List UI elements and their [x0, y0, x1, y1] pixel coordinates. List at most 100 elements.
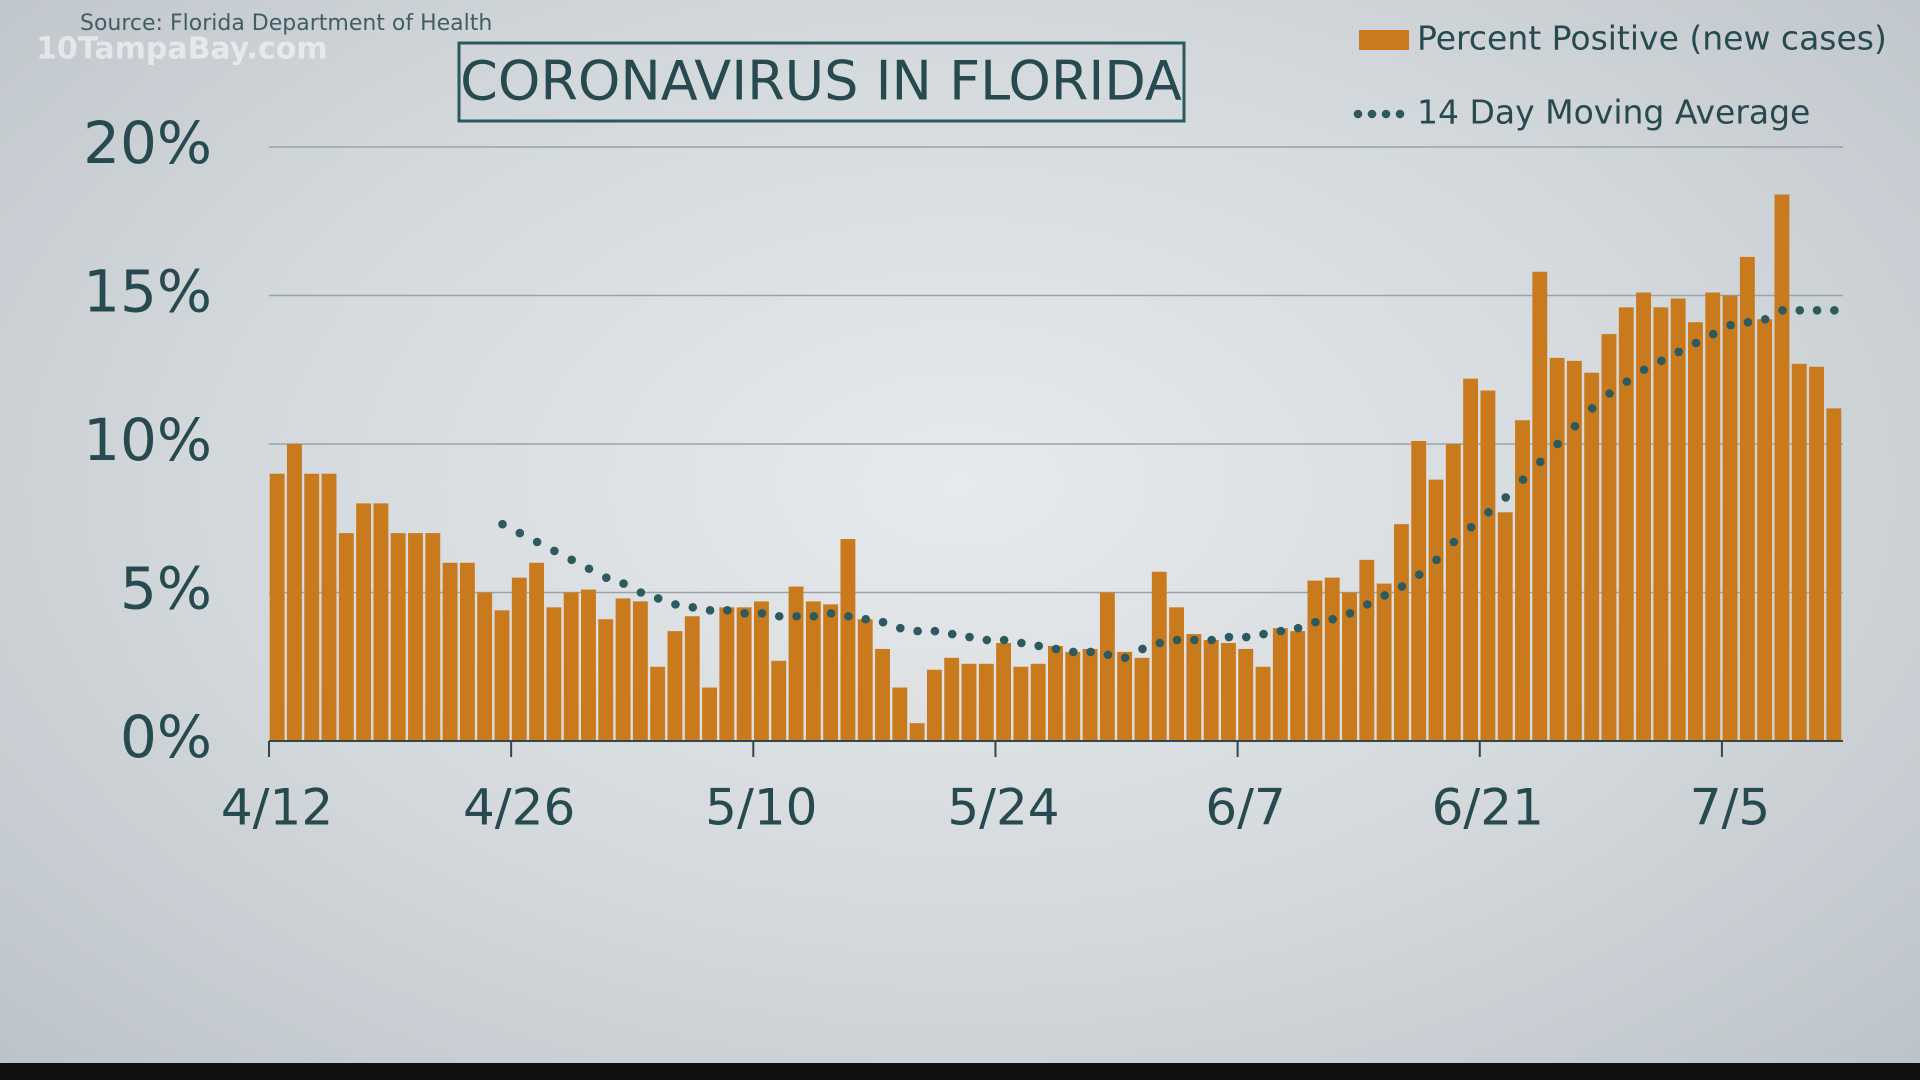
bar	[1532, 271, 1548, 741]
bar	[1324, 577, 1340, 741]
average-dot	[757, 608, 767, 618]
bar	[1151, 571, 1167, 741]
legend-dot	[1381, 109, 1391, 119]
x-tick-label: 5/10	[705, 779, 817, 837]
bar	[1013, 666, 1029, 741]
average-dot	[1726, 320, 1735, 330]
bar	[978, 663, 994, 741]
bar	[857, 619, 873, 741]
average-dot	[1622, 377, 1632, 386]
average-dot	[947, 629, 957, 639]
bar	[892, 687, 908, 741]
average-dot	[1743, 317, 1753, 327]
bar	[1117, 651, 1133, 741]
average-dot	[1466, 522, 1476, 532]
average-dot	[965, 632, 974, 642]
bar	[1480, 390, 1496, 741]
bar	[996, 642, 1012, 741]
average-dot	[1795, 306, 1805, 315]
y-tick-label: 15%	[83, 258, 212, 326]
average-dot	[1812, 306, 1822, 315]
bar	[1307, 580, 1323, 741]
bar	[1221, 642, 1236, 741]
bar	[632, 601, 648, 741]
watermark: 10TampaBay.com	[36, 32, 328, 67]
bar	[1757, 319, 1773, 741]
average-dot	[688, 603, 698, 612]
bar	[1566, 360, 1582, 741]
bar	[1428, 479, 1444, 741]
bar	[875, 648, 890, 741]
legend-dot	[1353, 109, 1363, 119]
x-tick-label: 6/21	[1432, 779, 1544, 837]
bar	[1722, 295, 1738, 741]
average-dot	[1328, 614, 1338, 624]
average-dot	[1017, 638, 1026, 648]
average-dot	[826, 608, 836, 618]
bar	[719, 607, 735, 741]
average-dot	[1518, 475, 1528, 484]
average-dot	[913, 626, 922, 636]
average-dot	[1830, 306, 1839, 315]
average-dot	[1570, 421, 1580, 431]
bar	[615, 598, 631, 741]
average-dot	[1068, 647, 1078, 657]
average-dot	[1778, 306, 1787, 315]
y-tick-label: 20%	[83, 109, 212, 177]
average-dot	[1363, 600, 1372, 609]
average-dot	[550, 546, 559, 556]
bar	[840, 539, 856, 741]
average-dot	[1691, 338, 1701, 348]
bar	[961, 663, 977, 741]
bar	[581, 589, 596, 741]
bar	[598, 619, 614, 741]
bar	[321, 473, 337, 741]
bar	[356, 503, 372, 741]
average-dot	[1086, 647, 1095, 657]
source: Source: Florida Department of Health	[80, 11, 492, 36]
bar	[1359, 559, 1375, 741]
average-dot	[1259, 629, 1268, 639]
bar	[1099, 592, 1115, 741]
average-dot	[1103, 650, 1113, 660]
average-dot	[1311, 617, 1320, 627]
bar	[1445, 444, 1461, 741]
bar	[1082, 648, 1098, 741]
bar	[286, 444, 302, 741]
bar	[269, 473, 285, 741]
bar	[823, 604, 839, 741]
legend-label: 14 Day Moving Average	[1417, 93, 1810, 132]
chart-title: CORONAVIRUS IN FLORIDA	[460, 50, 1182, 113]
average-dot	[861, 614, 871, 624]
average-dot	[1639, 365, 1649, 375]
bar	[425, 533, 441, 741]
average-dot	[619, 579, 628, 588]
average-dot	[1484, 508, 1493, 517]
average-dot	[1207, 635, 1216, 645]
x-tick-label: 7/5	[1690, 779, 1770, 837]
average-dot	[1553, 439, 1562, 449]
average-dot	[1224, 632, 1234, 642]
bar	[667, 631, 683, 741]
average-dot	[844, 611, 853, 621]
average-dot	[1587, 404, 1597, 413]
x-tick-label: 6/7	[1205, 779, 1285, 837]
bar	[1549, 357, 1565, 741]
legend: Percent Positive (new cases) 14 Day Movin…	[1353, 19, 1887, 132]
average-dot	[1605, 389, 1614, 398]
average-dot	[1345, 608, 1355, 618]
average-dot	[1501, 493, 1511, 502]
bottom-bar	[0, 1063, 1920, 1080]
average-dot	[705, 606, 715, 615]
bar	[1048, 645, 1063, 741]
bar	[1515, 420, 1530, 741]
bar	[1186, 634, 1202, 741]
bar	[1670, 298, 1686, 741]
bar	[684, 616, 700, 741]
average-dot	[601, 573, 611, 582]
bar	[805, 601, 821, 741]
average-dot	[896, 623, 905, 633]
average-dot	[930, 626, 940, 636]
bar	[1826, 408, 1842, 741]
bar	[1134, 657, 1150, 741]
